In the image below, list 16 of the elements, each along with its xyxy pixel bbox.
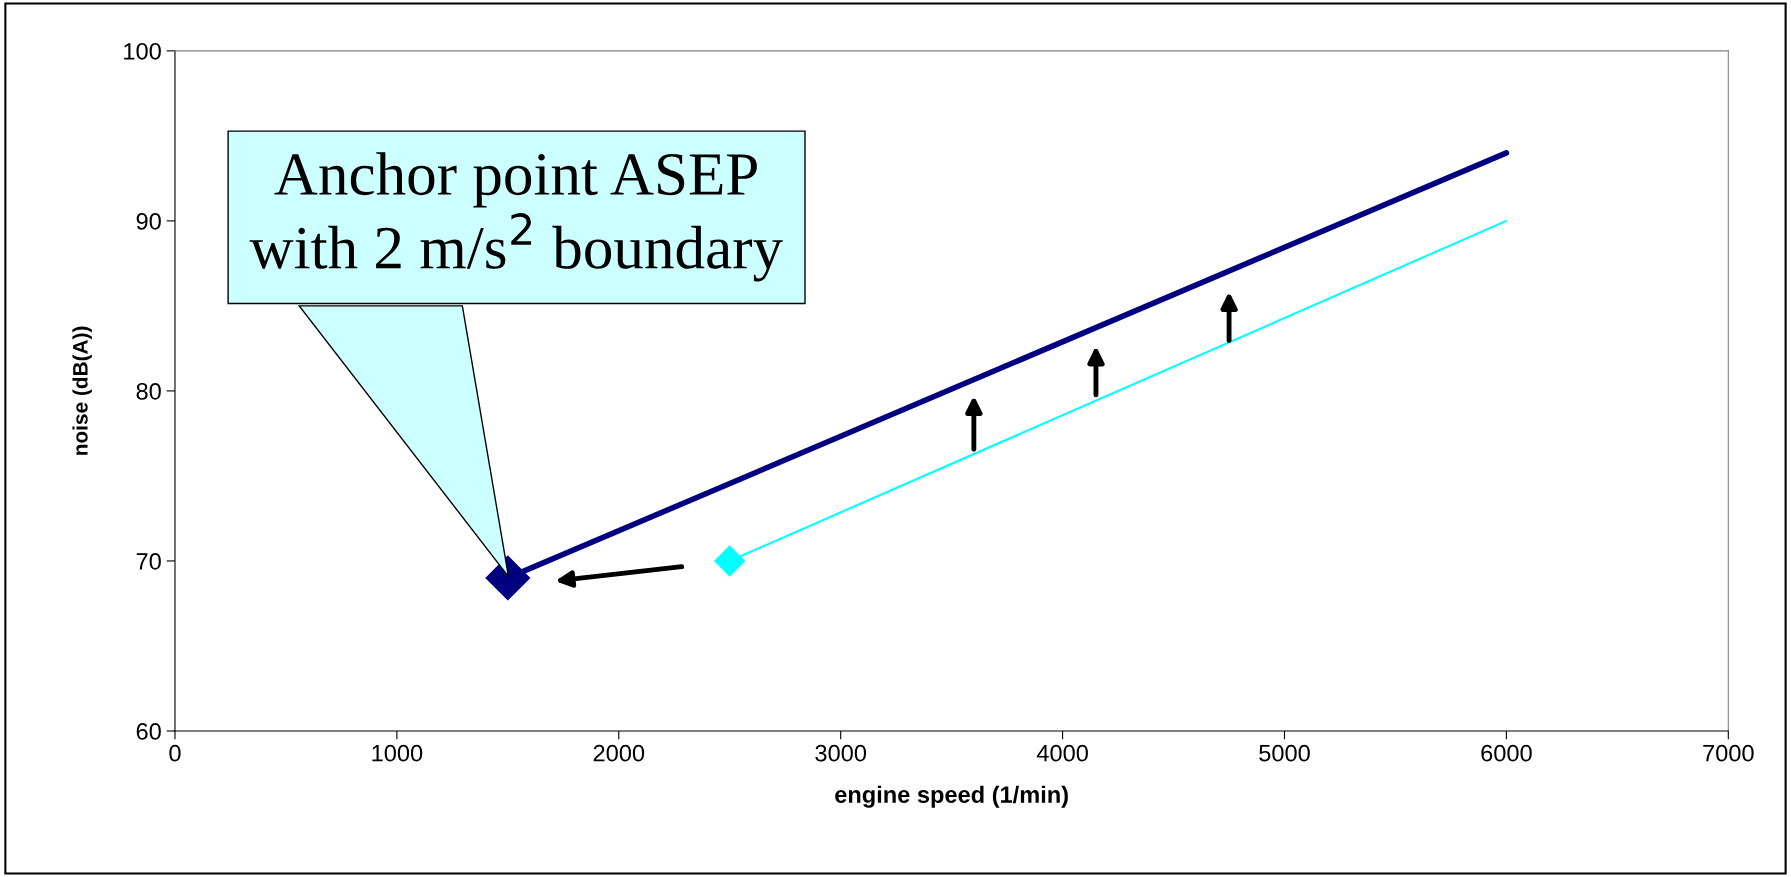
x-tick-label: 1000 [372, 744, 423, 762]
y-tick-label: 80 [136, 382, 161, 400]
annotation: Anchor point ASEP with 2 m/s$^{2}$ boundary [249, 152, 783, 282]
x-tick-label: 7000 [1703, 744, 1754, 762]
y-tick-label: 60 [136, 723, 161, 740]
y-axis-title: noise (dB(A)) [72, 326, 92, 455]
x-tick-label: 4000 [1036, 744, 1088, 762]
y-tick-label: 100 [124, 42, 161, 60]
x-tick-label: 3000 [815, 744, 867, 762]
x-tick-label: 6000 [1481, 744, 1532, 762]
y-tick-label: 90 [136, 212, 161, 230]
x-tick-label: 2000 [593, 744, 645, 762]
x-axis-title: engine speed (1/min) [835, 785, 1068, 808]
x-tick-label: 5000 [1259, 744, 1310, 762]
y-tick-label: 70 [136, 553, 161, 570]
x-tick-label: 0 [169, 744, 181, 762]
